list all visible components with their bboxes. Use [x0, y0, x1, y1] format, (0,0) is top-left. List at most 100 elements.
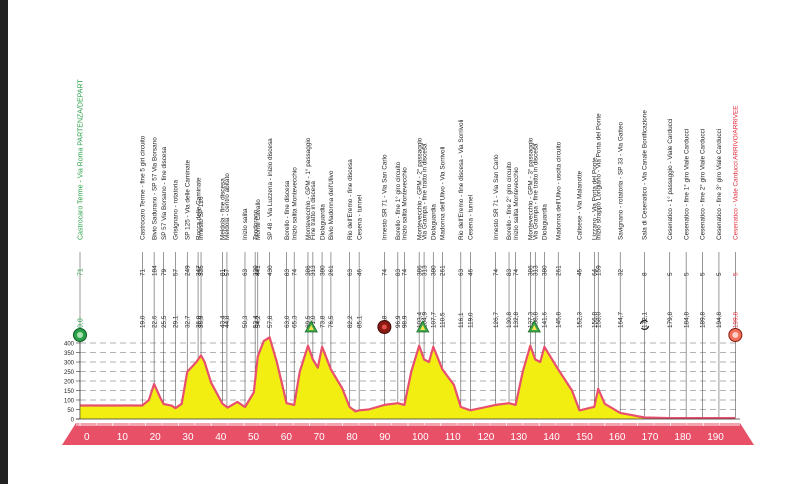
waypoint-name-label: Fine tratto in discesa — [310, 181, 317, 240]
waypoint-name-label: Teodorano — [252, 209, 259, 240]
waypoint-name-label: Diolaguardia — [319, 204, 326, 240]
waypoint-name-label: Madonna dell'Ulivo - uscita circuito — [555, 141, 562, 240]
waypoint-km-label: 69,5 — [305, 315, 312, 328]
waypoint-name-label: Cesenatico - fine 2° giro Viale Carducci — [699, 129, 707, 240]
waypoint-name-label: Inizio salita Montevecchio — [513, 167, 520, 240]
x-tick-label: 160 — [609, 432, 626, 443]
waypoint-name-label: Diolaguardia — [430, 204, 437, 240]
roundabout-icon — [639, 320, 648, 325]
waypoint-alt-label: 380 — [542, 265, 549, 276]
waypoint-km-label: 152,3 — [577, 312, 584, 328]
sprint-marker-inner — [381, 324, 387, 330]
waypoint-km-label: 96,9 — [395, 315, 402, 328]
x-tick-label: 120 — [478, 432, 495, 443]
waypoint-km-label: 194,8 — [716, 312, 723, 328]
waypoint-km-label: 164,7 — [617, 312, 624, 328]
waypoint-name-label: Sala di Cesenatico - Via Canale Bonifica… — [642, 110, 649, 240]
waypoint-alt-label: 8 — [642, 272, 649, 276]
waypoint-alt-label: 5 — [716, 272, 723, 276]
x-tick-label: 190 — [707, 432, 724, 443]
waypoint-km-label: 29,1 — [173, 315, 180, 328]
waypoint-name-label: SP 48 - Via Luzzena - inizio discesa — [267, 138, 274, 240]
waypoint-km-label: 50,3 — [242, 315, 249, 328]
waypoint-name-label: Cesenatico - 1° passaggio - Viale Carduc… — [666, 119, 674, 240]
waypoint-name-label: Monte Cavallo — [255, 199, 262, 240]
waypoint-alt-label: 64 — [592, 268, 599, 276]
waypoint-km-label: 110,5 — [440, 312, 447, 328]
profile-area — [80, 336, 736, 420]
waypoint-alt-label: 32 — [617, 268, 624, 276]
y-tick-label: 300 — [64, 360, 75, 366]
waypoint-km-label: 57,8 — [267, 315, 274, 328]
waypoint-name-label: Diolaguardia — [542, 204, 549, 240]
waypoint-alt-label: 74 — [291, 268, 298, 276]
waypoint-name-label: SP 57 Via Borsano - fine discesa — [161, 146, 168, 240]
start-name-label: Castrocaro Terme - Via Roma PARTENZA/DEP… — [78, 79, 85, 240]
waypoint-name-label: Cesenatico - fine 1° giro Viale Carducci — [682, 129, 690, 240]
waypoint-name-label: Rio dell'Eremo - fine discesa — [347, 159, 354, 240]
y-tick-label: 250 — [64, 370, 75, 376]
waypoint-alt-label: 5 — [700, 272, 707, 276]
waypoint-name-label: Via Grampa - fine tratto in discesa — [421, 143, 428, 240]
x-tick-label: 170 — [642, 432, 659, 443]
waypoint-alt-label: 57 — [224, 268, 231, 276]
start-alt-label: 71 — [78, 268, 85, 276]
waypoint-km-label: 132,8 — [513, 312, 520, 328]
x-tick-label: 130 — [510, 432, 527, 443]
waypoint-km-label: 76,5 — [328, 315, 335, 328]
waypoint-km-label: 98,9 — [402, 315, 409, 328]
x-tick-label: 40 — [215, 432, 227, 443]
waypoint-alt-label: 441 — [255, 265, 262, 276]
waypoint-name-label: Rocca delle Caminate — [195, 177, 202, 240]
waypoint-alt-label: 5 — [667, 272, 674, 276]
x-tick-label: 100 — [412, 432, 429, 443]
waypoint-name-label: Inizio strappo Longiano - Via Porta del … — [595, 113, 602, 240]
waypoint-alt-label: 261 — [555, 265, 562, 276]
waypoint-km-label: 25,5 — [161, 315, 168, 328]
profile-line — [80, 336, 736, 420]
waypoint-km-label: 73,8 — [319, 315, 326, 328]
waypoint-name-label: Cesena - tunnel — [468, 195, 475, 240]
markers — [73, 320, 743, 342]
waypoint-name-label: Lizzano - Via Porta del Ponte — [592, 157, 599, 240]
waypoint-km-label: 32,7 — [184, 315, 191, 328]
waypoint-alt-label: 63 — [242, 268, 249, 276]
y-tick-label: 0 — [71, 417, 75, 423]
waypoint-alt-label: 386 — [305, 265, 312, 276]
waypoint-name-label: Inizio salita Montevecchio — [402, 167, 409, 240]
y-tick-label: 400 — [64, 341, 75, 347]
x-tick-label: 110 — [445, 432, 461, 443]
waypoint-km-label: 172,1 — [642, 312, 649, 328]
y-tick-label: 100 — [64, 398, 75, 404]
waypoint-alt-label: 261 — [440, 265, 447, 276]
waypoint-alt-label: 45 — [577, 268, 584, 276]
km-axis-band — [62, 423, 754, 445]
x-tick-label: 180 — [674, 432, 691, 443]
x-tick-label: 50 — [248, 432, 260, 443]
waypoint-name-label: Madonna dell'Ulivo - Via Sorrivoli — [440, 147, 447, 240]
x-tick-label: 140 — [543, 432, 560, 443]
waypoint-name-label: Rio dell'Eremo - fine discesa - Via Sorr… — [458, 120, 465, 240]
waypoint-km-label: 22,6 — [151, 315, 158, 328]
profile-fill — [80, 337, 736, 419]
roundabout-icon — [641, 325, 650, 330]
x-tick-label: 90 — [379, 432, 391, 443]
waypoint-alt-label: 83 — [395, 268, 402, 276]
waypoint-name-label: Inizio salita Montevecchio — [291, 167, 298, 240]
x-tick-label: 150 — [576, 432, 593, 443]
waypoint-km-label: 141,6 — [542, 312, 549, 328]
waypoint-alt-label: 63 — [458, 268, 465, 276]
start-km-label: 0,0 — [78, 318, 85, 328]
waypoint-km-label: 19,0 — [140, 315, 147, 328]
waypoint-alt-label: 249 — [184, 265, 191, 276]
waypoint-km-label: 158,0 — [595, 312, 602, 328]
waypoint-name-label: Innesto SP 126 — [198, 196, 205, 240]
waypoint-alt-label: 380 — [319, 265, 326, 276]
waypoint-km-label: 107,7 — [430, 312, 437, 328]
waypoint-alt-label: 71 — [140, 268, 147, 276]
waypoint-alt-label: 386 — [528, 265, 535, 276]
waypoint-alt-label: 386 — [416, 265, 423, 276]
waypoint-name-label: Calisese - Via Malanotte — [577, 170, 584, 240]
x-tick-label: 0 — [84, 432, 90, 443]
waypoint-name-label: Castrocaro Terme - fine 5 giri circuito — [140, 135, 147, 240]
